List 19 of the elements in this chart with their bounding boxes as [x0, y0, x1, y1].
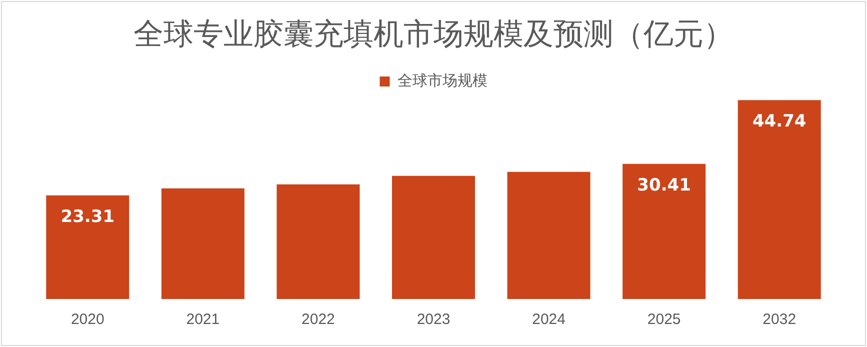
bar — [161, 188, 244, 299]
x-tick-label: 2021 — [186, 311, 220, 328]
data-label: 30.41 — [637, 175, 691, 196]
x-tick-label: 2024 — [532, 311, 566, 328]
legend-label: 全球市场规模 — [397, 71, 488, 90]
bar — [507, 172, 590, 299]
x-tick-label: 2020 — [70, 311, 104, 328]
x-tick-label: 2032 — [762, 311, 796, 328]
x-tick-label: 2025 — [647, 311, 681, 328]
x-tick-label: 2023 — [416, 311, 450, 328]
data-label: 44.74 — [752, 112, 806, 132]
bar — [622, 164, 706, 299]
bar — [46, 195, 130, 299]
data-label: 23.31 — [60, 206, 115, 227]
bar — [392, 176, 476, 299]
chart-title: 全球专业胶囊充填机市场规模及预测（亿元） — [134, 16, 734, 52]
bar — [738, 100, 821, 299]
bar — [276, 184, 360, 299]
x-tick-label: 2022 — [302, 311, 335, 328]
